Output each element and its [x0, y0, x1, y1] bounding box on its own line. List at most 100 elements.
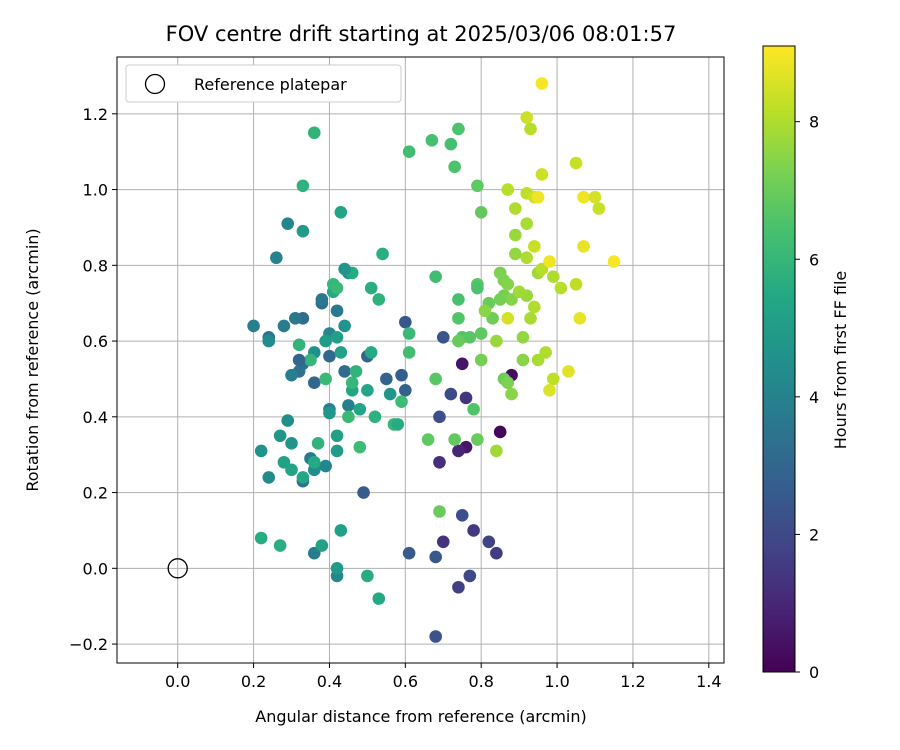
data-point — [357, 486, 370, 499]
data-point — [459, 391, 473, 405]
data-point — [421, 433, 435, 446]
data-point — [315, 539, 329, 552]
x-tick-label: 0.2 — [241, 672, 266, 691]
data-point — [307, 376, 321, 390]
y-tick-label: 0.2 — [83, 484, 108, 503]
legend-label: Reference platepar — [194, 75, 347, 94]
colorbar-tick-label: 0 — [809, 663, 819, 682]
data-point — [490, 334, 503, 348]
data-point — [330, 429, 344, 443]
data-point — [543, 255, 556, 268]
data-point — [448, 433, 461, 446]
data-point — [338, 262, 351, 276]
data-point — [531, 190, 545, 204]
data-point — [323, 349, 336, 363]
x-tick-label: 0.6 — [393, 672, 418, 691]
data-point — [520, 217, 534, 230]
data-point — [455, 508, 469, 522]
data-point — [452, 444, 465, 458]
data-point — [577, 190, 590, 204]
data-point — [444, 387, 458, 401]
data-point — [490, 444, 503, 458]
grid — [117, 57, 724, 663]
data-point — [364, 281, 378, 295]
data-point — [471, 433, 484, 446]
y-tick-label: 1.2 — [83, 105, 108, 124]
data-point — [528, 240, 541, 253]
reference-layer — [167, 558, 188, 579]
data-point — [247, 319, 260, 333]
data-point — [296, 179, 310, 193]
data-points — [247, 77, 621, 643]
data-point — [535, 168, 549, 181]
data-point — [380, 372, 393, 386]
colorbar-ticks: 0 2 4 6 8 — [795, 113, 819, 682]
data-point — [520, 111, 534, 124]
data-point — [516, 330, 530, 344]
data-point — [429, 630, 442, 643]
data-point — [546, 270, 560, 283]
data-point — [444, 137, 458, 151]
y-tick-label: 0.0 — [83, 559, 108, 578]
data-point — [528, 300, 541, 314]
data-point — [307, 455, 321, 469]
data-point — [467, 524, 480, 537]
data-point — [509, 247, 522, 261]
data-point — [402, 346, 416, 359]
colorbar — [762, 45, 796, 673]
data-point — [516, 353, 530, 367]
legend-marker-open-circle — [144, 73, 166, 95]
data-point — [493, 293, 507, 306]
data-point — [452, 312, 465, 325]
y-tick-label: 0.4 — [83, 408, 108, 427]
data-point — [391, 418, 405, 431]
data-point — [254, 531, 268, 545]
data-point — [334, 205, 348, 219]
x-axis-label: Angular distance from reference (arcmin) — [255, 707, 586, 726]
data-point — [402, 546, 416, 560]
data-point — [512, 285, 526, 299]
y-axis-label: Rotation from reference (arcmin) — [23, 228, 42, 491]
data-point — [319, 334, 332, 348]
data-point — [273, 429, 287, 443]
x-axis-ticks: 0.0 0.2 0.4 0.6 0.8 1.0 1.2 1.4 — [165, 663, 722, 691]
x-tick-label: 1.4 — [696, 672, 721, 691]
data-point — [323, 406, 336, 420]
data-point — [402, 327, 416, 340]
data-point — [501, 376, 515, 390]
reference-platepar-marker — [167, 558, 188, 579]
data-point — [524, 312, 537, 325]
x-tick-label: 1.2 — [620, 672, 645, 691]
data-point — [501, 277, 515, 291]
data-point — [364, 346, 378, 359]
data-point — [433, 410, 446, 424]
data-point — [330, 444, 344, 458]
data-point — [505, 387, 518, 401]
data-point — [569, 277, 583, 291]
x-tick-label: 1.0 — [544, 672, 569, 691]
data-point — [273, 539, 287, 552]
data-point — [448, 160, 461, 174]
data-point — [402, 145, 416, 158]
data-point — [338, 365, 351, 378]
data-point — [330, 281, 344, 295]
data-point — [452, 580, 465, 594]
colorbar-tick-label: 4 — [809, 388, 819, 407]
data-point — [452, 122, 465, 136]
data-point — [433, 455, 446, 469]
data-point — [554, 281, 568, 295]
data-point — [433, 505, 446, 518]
data-point — [361, 569, 374, 583]
colorbar-tick-label: 8 — [809, 113, 819, 132]
data-point — [607, 255, 621, 268]
data-point — [296, 471, 310, 484]
data-point — [573, 312, 587, 325]
data-point — [490, 546, 503, 560]
data-point — [277, 319, 291, 333]
data-point — [429, 550, 442, 564]
chart-title: FOV centre drift starting at 2025/03/06 … — [166, 22, 677, 46]
data-point — [474, 205, 488, 219]
data-point — [436, 330, 450, 344]
data-point — [368, 410, 382, 424]
